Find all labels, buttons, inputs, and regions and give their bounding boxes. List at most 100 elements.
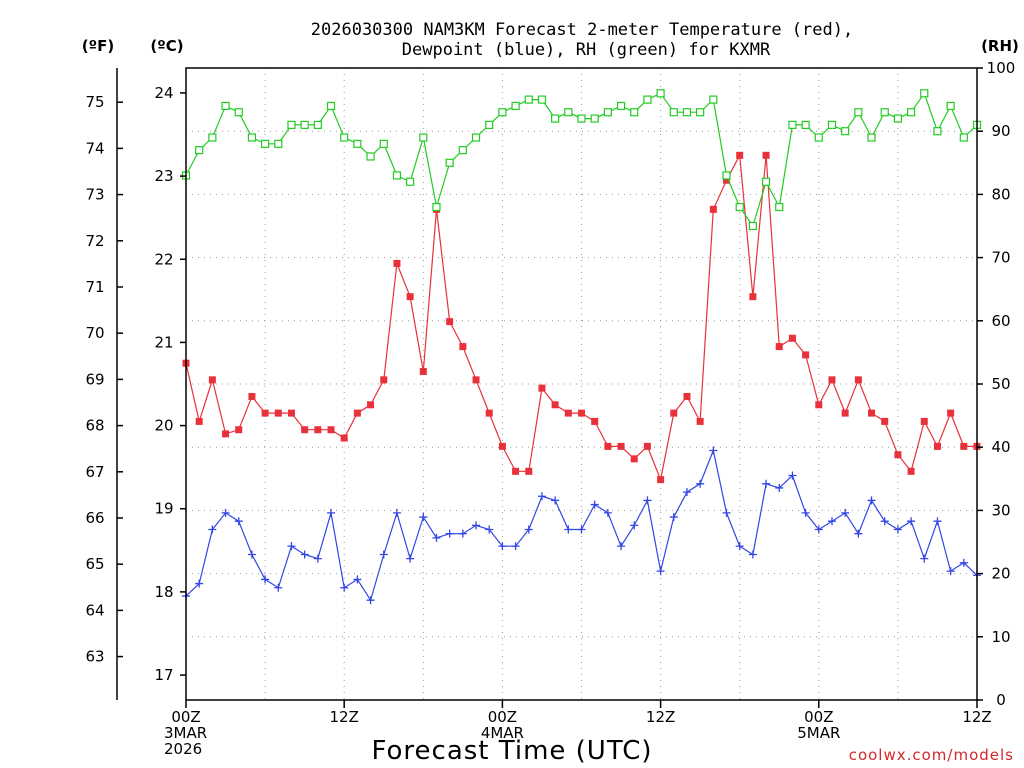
rh-point — [603, 108, 612, 117]
rh-point — [524, 95, 533, 104]
dewpoint-point — [340, 583, 349, 592]
2-meter-temperature-point — [380, 376, 388, 384]
x-axis-title: Forecast Time (UTC) — [371, 736, 652, 766]
dewpoint-point — [247, 550, 256, 559]
rh-tick-label: 0 — [996, 691, 1006, 709]
dewpoint-point — [643, 496, 652, 505]
x-tick-label: 00Z — [804, 708, 833, 726]
dewpoint-point — [564, 525, 573, 534]
dewpoint-point — [406, 554, 415, 563]
dewpoint-point — [313, 554, 322, 563]
dewpoint-series — [182, 446, 981, 605]
rh-point — [445, 158, 454, 167]
dewpoint-point — [274, 583, 283, 592]
rh-tick-label: 40 — [991, 438, 1010, 456]
rh-point — [234, 108, 243, 117]
dewpoint-point — [827, 517, 836, 526]
2-meter-temperature-point — [287, 409, 295, 417]
rh-point — [643, 95, 652, 104]
fahrenheit-tick-label: 73 — [85, 186, 104, 204]
dewpoint-point — [893, 525, 902, 534]
rh-point — [854, 108, 863, 117]
dewpoint-point — [458, 529, 467, 538]
rh-point — [208, 133, 217, 142]
celsius-tick-label: 21 — [154, 333, 173, 351]
dewpoint-point — [907, 517, 916, 526]
celsius-tick-label: 17 — [154, 666, 173, 684]
rh-point — [761, 177, 771, 186]
rh-point — [775, 202, 784, 212]
2-meter-temperature-point — [683, 392, 691, 400]
rh-point — [498, 108, 507, 117]
dewpoint-point — [880, 517, 889, 526]
2-meter-temperature-point — [498, 442, 506, 450]
2-meter-temperature-point — [868, 409, 876, 417]
2-meter-temperature-point — [208, 376, 216, 384]
rh-point — [669, 108, 678, 117]
2-meter-temperature-point — [327, 426, 335, 434]
x-tick-label: 12Z — [962, 708, 991, 726]
fahrenheit-tick-label: 64 — [85, 601, 104, 619]
2-meter-temperature-point — [762, 151, 770, 159]
x-tick-label: 5MAR — [797, 724, 840, 742]
celsius-tick-label: 18 — [154, 583, 173, 601]
dewpoint-point — [445, 529, 454, 538]
2-meter-temperature-point — [314, 426, 322, 434]
dewpoint-point — [392, 508, 401, 517]
dewpoint-point — [432, 533, 441, 542]
celsius-tick-label: 22 — [154, 250, 173, 268]
rh-point — [959, 133, 968, 142]
2-meter-temperature-point — [367, 401, 375, 409]
rh-tick-label: 30 — [991, 501, 1010, 519]
celsius-tick-label: 23 — [154, 167, 173, 185]
rh-point — [722, 171, 731, 180]
rh-point — [366, 152, 375, 161]
2-meter-temperature-point — [802, 351, 810, 359]
2-meter-temperature-point — [551, 401, 559, 409]
2-meter-temperature-point — [406, 293, 414, 301]
rh-point — [195, 146, 204, 155]
2-meter-temperature-point — [393, 259, 401, 267]
rh-tick-label: 90 — [991, 122, 1010, 140]
fahrenheit-tick-label: 68 — [85, 417, 104, 435]
dewpoint-point — [208, 525, 217, 534]
2-meter-temperature-point — [841, 409, 849, 417]
rh-point — [920, 89, 929, 98]
rh-point — [933, 127, 942, 136]
dewpoint-point — [854, 529, 863, 538]
rh-point — [326, 101, 336, 111]
dewpoint-point — [300, 550, 309, 559]
2-meter-temperature-point — [274, 409, 282, 417]
2-meter-temperature-point — [723, 176, 731, 184]
2-meter-temperature-point — [195, 417, 203, 425]
2-meter-temperature-point — [235, 426, 243, 434]
rh-point — [682, 108, 692, 117]
2-meter-temperature-point — [670, 409, 678, 417]
fahrenheit-tick-label: 72 — [85, 232, 104, 250]
dewpoint-point — [814, 525, 823, 534]
rh-point — [841, 127, 850, 136]
chart-title-line-1: 2026030300 NAM3KM Forecast 2-meter Tempe… — [311, 20, 853, 40]
2-meter-temperature-point — [630, 455, 638, 463]
fahrenheit-tick-label: 65 — [85, 555, 104, 573]
fahrenheit-tick-label: 74 — [85, 139, 104, 157]
rh-point — [551, 114, 560, 123]
2-meter-temperature-point — [248, 392, 256, 400]
rh-tick-label: 100 — [987, 59, 1016, 77]
rh-point — [300, 120, 309, 129]
2-meter-temperature-point — [920, 417, 928, 425]
2-meter-temperature-point — [828, 376, 836, 384]
2-meter-temperature-point — [709, 205, 717, 213]
2-meter-temperature-point — [538, 384, 546, 392]
rh-tick-label: 60 — [991, 312, 1010, 330]
dewpoint-point — [841, 508, 850, 517]
dewpoint-point — [472, 521, 481, 530]
2-meter-temperature-point — [933, 442, 941, 450]
2-meter-temperature-point — [947, 409, 955, 417]
2-meter-temperature-point — [696, 417, 704, 425]
2-meter-temperature-point — [617, 442, 625, 450]
2-meter-temperature-point — [472, 376, 480, 384]
rh-point — [485, 120, 494, 129]
2-meter-temperature-point — [564, 409, 572, 417]
rh-tick-label: 70 — [991, 249, 1010, 267]
